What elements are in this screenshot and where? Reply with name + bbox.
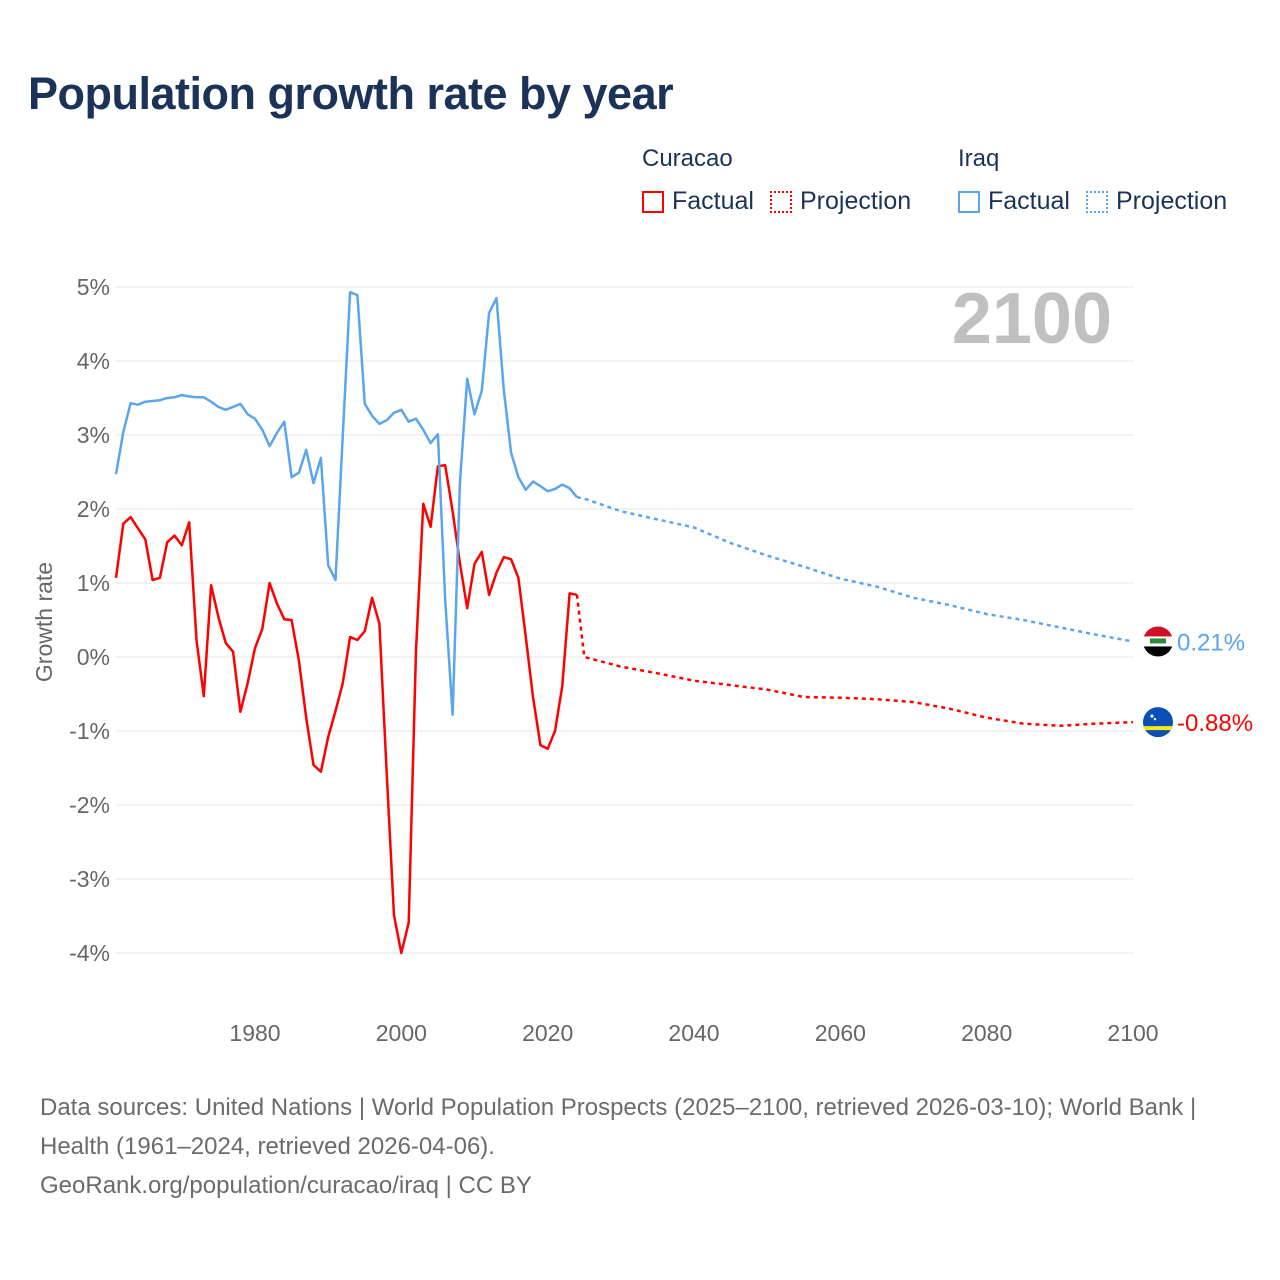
y-axis-label: Growth rate — [31, 562, 57, 682]
y-tick-label: 4% — [77, 348, 110, 374]
y-tick-label: 1% — [77, 570, 110, 596]
year-watermark: 2100 — [952, 279, 1112, 359]
x-tick-label: 2000 — [376, 1020, 427, 1046]
dotted-swatch-icon — [769, 190, 792, 213]
x-tick-label: 2080 — [961, 1020, 1012, 1046]
legend-curacao-projection[interactable]: Projection — [769, 187, 912, 216]
y-tick-label: 0% — [77, 644, 110, 670]
legend-curacao: Curacao Factual Projection — [642, 145, 927, 216]
series-curacao-projection — [575, 594, 1134, 728]
y-tick-label: -2% — [69, 792, 110, 818]
x-tick-label: 1980 — [229, 1020, 280, 1046]
legend-iraq: Iraq Factual Projection — [958, 145, 1243, 216]
x-tick-label: 2020 — [522, 1020, 573, 1046]
legend-label: Projection — [1115, 187, 1228, 215]
solid-swatch-icon — [958, 190, 980, 213]
legend-group-name: Iraq — [958, 145, 1000, 172]
legend-label: Projection — [799, 187, 912, 215]
legend-iraq-factual[interactable]: Factual — [958, 187, 1070, 216]
y-tick-label: 2% — [77, 496, 110, 522]
y-tick-label: -4% — [69, 940, 110, 966]
x-tick-label: 2040 — [668, 1020, 719, 1046]
legend-iraq-projection[interactable]: Projection — [1085, 187, 1228, 216]
end-value-label-curacao: -0.88% — [1177, 710, 1253, 737]
y-tick-label: 5% — [77, 274, 110, 300]
data-sources: Data sources: United Nations | World Pop… — [40, 1094, 1197, 1160]
legend-group-name: Curacao — [642, 145, 733, 172]
x-tick-label: 2100 — [1107, 1020, 1158, 1046]
page-title: Population growth rate by year — [28, 68, 674, 119]
solid-swatch-icon — [642, 190, 664, 213]
x-tick-label: 2060 — [815, 1020, 866, 1046]
end-value-label-iraq: 0.21% — [1177, 629, 1245, 656]
legend-curacao-factual[interactable]: Factual — [642, 187, 754, 216]
y-tick-label: 3% — [77, 422, 110, 448]
legend-label: Factual — [672, 187, 754, 215]
y-tick-label: -3% — [69, 866, 110, 892]
iraq-flag-icon — [1143, 626, 1173, 657]
series-iraq-factual — [114, 290, 578, 716]
dotted-swatch-icon — [1085, 190, 1108, 213]
y-tick-label: -1% — [69, 718, 110, 744]
series-curacao-factual — [114, 464, 578, 955]
footer: Data sources: United Nations | World Pop… — [40, 1088, 1240, 1205]
curacao-flag-icon — [1143, 707, 1173, 738]
legend-label: Factual — [988, 187, 1070, 215]
series-iraq-projection — [576, 495, 1134, 643]
credit-link[interactable]: GeoRank.org/population/curacao/iraq | CC… — [40, 1172, 532, 1199]
